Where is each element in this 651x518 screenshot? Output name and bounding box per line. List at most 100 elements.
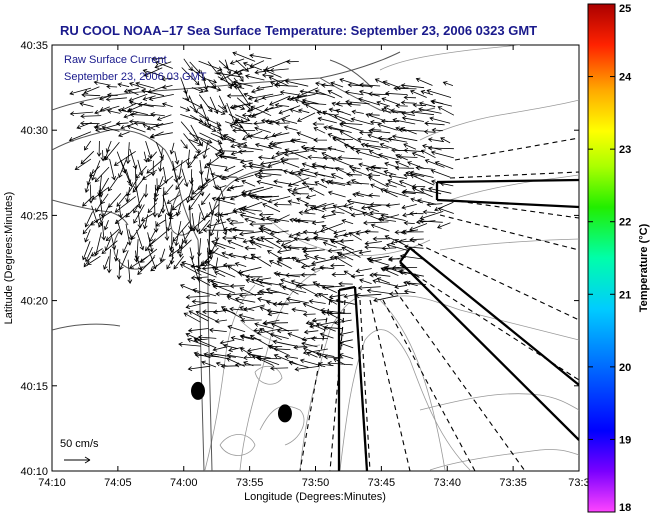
current-vector	[125, 168, 133, 188]
current-vector	[318, 293, 338, 305]
current-vector	[129, 82, 146, 89]
current-vector	[125, 187, 131, 203]
current-vectors	[68, 51, 455, 372]
current-vector	[322, 110, 346, 124]
current-vector	[198, 219, 211, 235]
current-vector	[312, 202, 335, 211]
current-vector	[147, 151, 158, 163]
current-vector	[348, 165, 361, 170]
current-vector	[331, 101, 343, 107]
current-vector	[301, 336, 317, 342]
current-vector	[209, 351, 236, 358]
current-vector	[166, 213, 173, 232]
current-vector	[376, 100, 390, 107]
current-vector	[338, 281, 353, 287]
current-vector	[179, 284, 201, 294]
current-vector	[420, 149, 436, 159]
current-vector	[166, 256, 175, 270]
current-vector	[333, 358, 346, 366]
current-vector	[127, 108, 148, 115]
current-vector	[161, 84, 173, 90]
current-vector	[359, 278, 372, 284]
current-vector	[238, 149, 254, 155]
current-vector	[127, 259, 133, 284]
current-vector	[315, 351, 335, 357]
current-vector	[321, 164, 344, 170]
current-vector	[304, 103, 325, 115]
current-vector	[146, 158, 164, 174]
current-vector	[440, 137, 451, 144]
current-vector	[268, 76, 290, 87]
station-marker	[277, 404, 292, 423]
current-vector	[180, 139, 188, 150]
current-vector	[84, 140, 92, 151]
current-vector	[282, 245, 300, 250]
x-tick-label: 73:55	[236, 477, 264, 489]
current-vector	[306, 351, 318, 358]
current-vector	[257, 155, 271, 161]
current-vector	[94, 166, 110, 183]
current-vector	[291, 307, 307, 313]
colorbar-tick-label: 23	[619, 144, 631, 156]
colorbar-tick-label: 20	[619, 362, 631, 374]
colorbar-tick-label: 19	[619, 434, 631, 446]
current-vector	[411, 187, 433, 198]
current-vector	[190, 275, 208, 281]
current-vector	[197, 175, 220, 190]
current-vector	[316, 110, 335, 116]
current-vector	[132, 176, 146, 193]
colorbar-tick-label: 22	[619, 217, 631, 229]
current-vector	[350, 273, 364, 279]
current-vector	[193, 337, 217, 349]
current-vector	[350, 212, 363, 218]
current-vector	[232, 51, 256, 62]
current-vector	[228, 252, 244, 258]
current-vector	[256, 328, 283, 336]
current-vector	[216, 196, 221, 224]
current-vector	[210, 132, 227, 141]
current-vector	[311, 317, 327, 323]
current-vector	[233, 209, 246, 214]
current-vector	[179, 263, 202, 276]
current-vector	[118, 205, 123, 219]
current-vector	[168, 248, 181, 257]
current-vector	[372, 278, 398, 287]
current-vector	[402, 189, 425, 194]
current-vector	[272, 339, 299, 347]
bathymetry-contours	[204, 45, 579, 471]
current-vector	[258, 212, 274, 218]
x-axis: 74:10 74:05 74:00 73:55 73:50 73:45 73:40 73:35…	[38, 45, 590, 489]
current-vector	[374, 78, 390, 87]
current-vector	[364, 240, 382, 246]
current-vector	[355, 191, 371, 197]
current-vector	[377, 122, 398, 131]
current-vector	[208, 202, 215, 216]
current-vector	[439, 181, 454, 187]
current-vector	[268, 259, 283, 267]
current-vector	[109, 158, 116, 181]
current-vector	[269, 67, 289, 73]
current-vector	[187, 337, 210, 348]
current-vector	[191, 299, 217, 305]
current-vector	[398, 127, 425, 133]
current-vector	[297, 108, 310, 114]
current-vector	[405, 280, 427, 286]
x-tick-label: 73:40	[433, 477, 461, 489]
current-vector	[268, 95, 291, 106]
current-vector	[147, 86, 165, 94]
current-vector	[327, 89, 343, 98]
current-vector	[201, 265, 228, 271]
station-markers	[190, 381, 292, 423]
current-vector	[156, 114, 172, 121]
current-vector	[278, 105, 301, 115]
current-vector	[142, 214, 149, 230]
current-vector	[180, 77, 188, 95]
current-vector	[298, 210, 316, 216]
current-vector	[224, 59, 232, 75]
current-vector	[426, 89, 452, 98]
current-vector	[93, 80, 110, 86]
current-vector	[267, 143, 282, 149]
current-vector	[292, 217, 316, 223]
current-vector	[143, 67, 163, 77]
current-vector	[367, 206, 380, 212]
